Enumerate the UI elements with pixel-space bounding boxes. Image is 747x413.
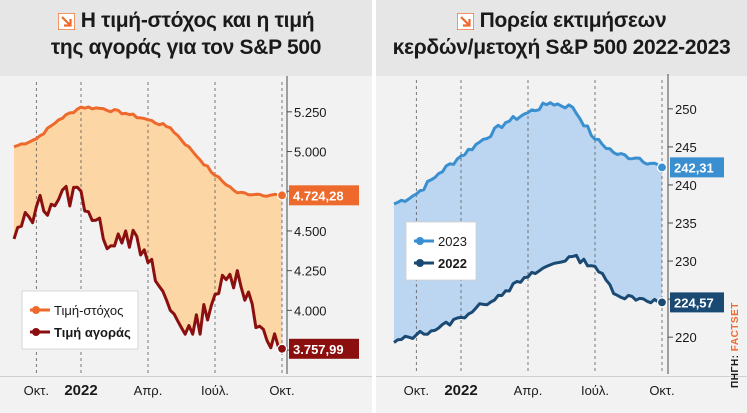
right-chart: 250245240235230225220242,31224,57Οκτ.202… bbox=[393, 74, 724, 399]
x-tick-label: Οκτ. bbox=[404, 383, 429, 398]
left-header: Η τιμή-στόχος και η τιμή της αγοράς για … bbox=[0, 0, 372, 76]
legend-box bbox=[405, 221, 477, 281]
legend-swatch-dot bbox=[32, 306, 40, 314]
x-tick-label: Οκτ. bbox=[649, 383, 674, 398]
legend-box bbox=[21, 290, 139, 350]
y-tick-label: 230 bbox=[675, 254, 697, 269]
x-tick-label: 2022 bbox=[444, 382, 477, 399]
legend-swatch-dot bbox=[32, 328, 40, 336]
x-tick-label: Ιούλ. bbox=[201, 383, 229, 398]
left-chart-title: Η τιμή-στόχος και η τιμή της αγοράς για … bbox=[0, 7, 372, 61]
y-tick-label: 4.000 bbox=[294, 303, 327, 318]
end-value-box-s2023 bbox=[670, 157, 724, 178]
end-value-label-market: 3.757,99 bbox=[293, 342, 344, 357]
target-price-panel: Η τιμή-στόχος και η τιμή της αγοράς για … bbox=[0, 0, 372, 413]
x-tick-label: Ιούλ. bbox=[581, 383, 609, 398]
end-dot-market bbox=[276, 343, 288, 354]
legend-label: Τιμή αγοράς bbox=[54, 325, 131, 340]
end-value-label-s2023: 242,31 bbox=[674, 160, 714, 175]
y-tick-label: 240 bbox=[675, 178, 697, 193]
left-chart: 5.2505.0004.7504.5004.2504.0003.7504.724… bbox=[12, 76, 359, 399]
legend-label: 2022 bbox=[438, 256, 467, 271]
end-value-box-s2022 bbox=[670, 292, 724, 313]
left-x-axis-band bbox=[0, 376, 372, 413]
series-line-s2022 bbox=[393, 253, 663, 344]
eps-estimates-panel: Πορεία εκτιμήσεων κερδών/μετοχή S&P 500 … bbox=[376, 0, 747, 413]
band-fill bbox=[394, 102, 662, 343]
end-value-label-target: 4.724,28 bbox=[293, 188, 344, 203]
y-tick-label: 4.250 bbox=[294, 264, 327, 279]
end-dot-s2023 bbox=[656, 162, 668, 173]
end-value-box-market bbox=[289, 338, 359, 359]
legend-swatch-dot bbox=[416, 237, 424, 245]
y-tick-label: 235 bbox=[675, 216, 697, 231]
end-dot-s2022 bbox=[656, 297, 668, 308]
series-line-target bbox=[13, 105, 283, 198]
x-tick-label: Οκτ. bbox=[269, 383, 294, 398]
x-tick-label: Απρ. bbox=[134, 383, 163, 398]
arrow-logo-icon bbox=[456, 13, 474, 30]
x-tick-label: 2022 bbox=[64, 382, 97, 399]
y-tick-label: 250 bbox=[675, 102, 697, 117]
right-chart-title: Πορεία εκτιμήσεων κερδών/μετοχή S&P 500 … bbox=[376, 7, 747, 61]
source-note: ΠΗΓΗ: FACTSET bbox=[730, 302, 741, 388]
y-tick-label: 220 bbox=[675, 330, 697, 345]
left-title-line2: της αγοράς για τον S&P 500 bbox=[50, 36, 322, 59]
right-title-line1: Πορεία εκτιμήσεων bbox=[479, 9, 667, 32]
source-name: FACTSET bbox=[730, 302, 741, 352]
source-prefix: ΠΗΓΗ: bbox=[730, 351, 741, 388]
y-tick-label: 5.000 bbox=[294, 145, 327, 160]
y-tick-label: 4.500 bbox=[294, 224, 327, 239]
x-tick-label: Οκτ. bbox=[24, 383, 49, 398]
end-dot-target bbox=[276, 190, 288, 201]
left-title-line1: Η τιμή-στόχος και η τιμή bbox=[80, 9, 315, 32]
right-header: Πορεία εκτιμήσεων κερδών/μετοχή S&P 500 … bbox=[376, 0, 747, 76]
legend-label: 2023 bbox=[438, 234, 467, 249]
end-value-box-target bbox=[289, 185, 359, 206]
legend-swatch-dot bbox=[416, 259, 424, 267]
y-tick-label: 245 bbox=[675, 140, 697, 155]
end-value-label-s2022: 224,57 bbox=[674, 295, 714, 310]
right-title-line2: κερδών/μετοχή S&P 500 2022-2023 bbox=[392, 36, 731, 59]
series-line-market bbox=[12, 184, 283, 351]
panel-divider bbox=[372, 0, 376, 413]
series-line-s2023 bbox=[393, 101, 663, 206]
arrow-logo-icon bbox=[57, 13, 75, 30]
right-x-axis-band bbox=[376, 376, 747, 413]
x-tick-label: Απρ. bbox=[514, 383, 543, 398]
legend-label: Τιμή-στόχος bbox=[54, 303, 123, 318]
y-tick-label: 5.250 bbox=[294, 105, 327, 120]
